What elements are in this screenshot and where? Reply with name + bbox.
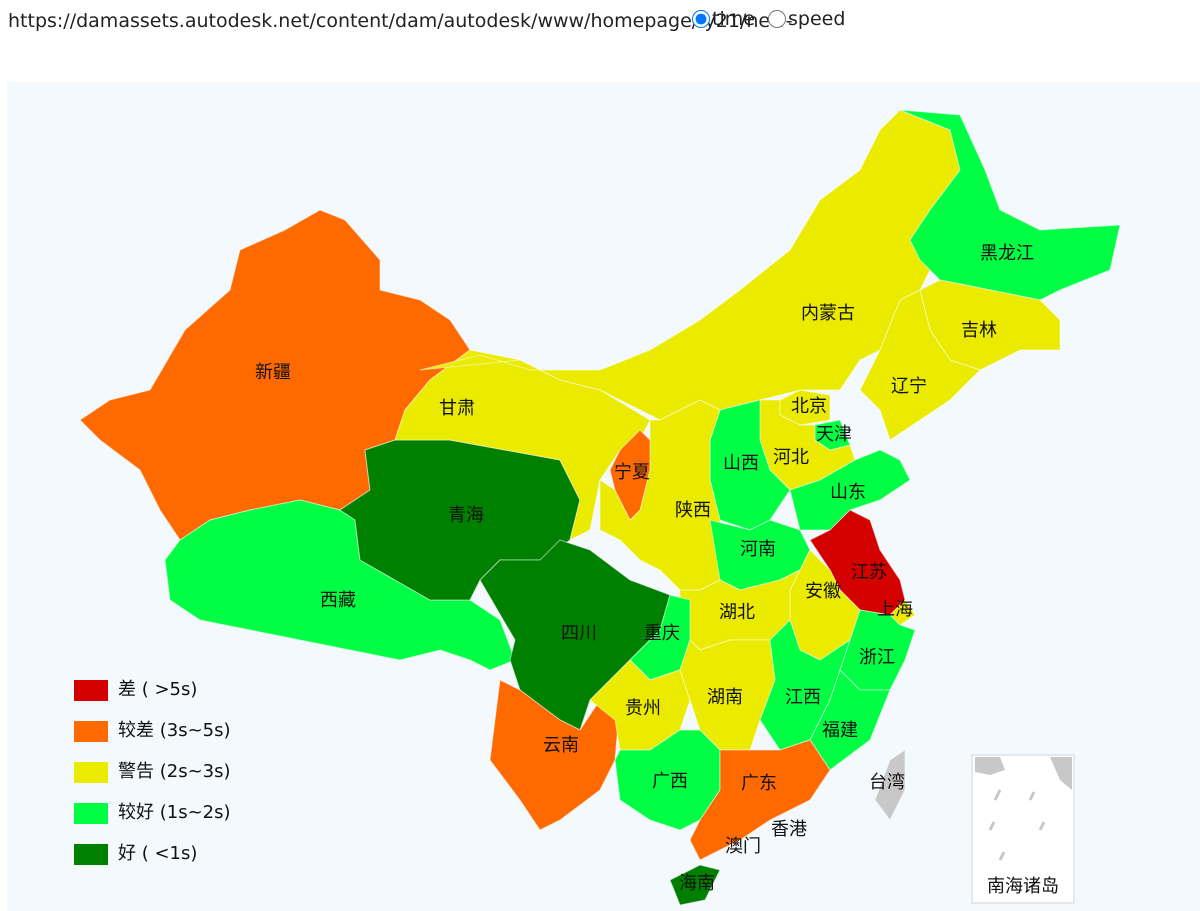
province-shape bbox=[394, 349, 651, 541]
legend-label: 差 ( >5s) bbox=[118, 679, 197, 700]
province-label: 安徽 bbox=[805, 581, 841, 602]
province-shape bbox=[814, 419, 851, 451]
province-label: 湖南 bbox=[707, 687, 743, 708]
province-shape bbox=[789, 449, 911, 531]
province-shape bbox=[609, 429, 651, 521]
radio[interactable] bbox=[768, 10, 786, 28]
province-label: 河南 bbox=[740, 539, 776, 560]
province-label: 天津 bbox=[816, 424, 852, 445]
province-label: 台湾 bbox=[869, 772, 905, 793]
legend-swatch bbox=[74, 680, 108, 701]
legend-label: 警告 (2s~3s) bbox=[118, 761, 231, 782]
province-shape bbox=[669, 864, 721, 906]
inset-label: 南海诸岛 bbox=[987, 876, 1059, 897]
inset: 南海诸岛 bbox=[971, 754, 1075, 904]
radio[interactable] bbox=[692, 10, 710, 28]
province-label: 福建 bbox=[822, 720, 858, 741]
province-label: 江苏 bbox=[851, 562, 887, 583]
legend: 差 ( >5s) 较差 (3s~5s) 警告 (2s~3s) 较好 (1s~2s) 好 … bbox=[74, 679, 231, 865]
inset-islands bbox=[988, 789, 1046, 861]
province-label: 澳门 bbox=[725, 836, 761, 857]
provinces bbox=[79, 109, 1121, 906]
province-label: 四川 bbox=[561, 623, 597, 644]
province-label: 青海 bbox=[448, 505, 484, 526]
province-label: 山西 bbox=[723, 453, 759, 474]
province-label: 黑龙江 bbox=[980, 243, 1034, 264]
province-shape bbox=[779, 389, 831, 426]
province-label: 内蒙古 bbox=[801, 303, 855, 324]
province-label: 西藏 bbox=[320, 590, 356, 611]
legend-swatch bbox=[74, 721, 108, 742]
province-label: 吉林 bbox=[961, 320, 997, 341]
legend-label: 较好 (1s~2s) bbox=[118, 802, 231, 823]
province-label: 甘肃 bbox=[439, 398, 475, 419]
province-label: 北京 bbox=[791, 396, 827, 417]
province-shape bbox=[859, 289, 981, 441]
radio-option[interactable]: time bbox=[692, 8, 755, 30]
province-label: 江西 bbox=[785, 687, 821, 708]
province-label: 湖北 bbox=[719, 602, 755, 623]
province-label: 新疆 bbox=[255, 362, 291, 383]
province-label: 上海 bbox=[877, 599, 913, 620]
province-label: 广西 bbox=[652, 771, 688, 792]
inset-land bbox=[975, 757, 1072, 790]
province-label: 陕西 bbox=[675, 500, 711, 521]
province-label: 浙江 bbox=[859, 647, 895, 668]
legend-swatch bbox=[74, 762, 108, 783]
legend-swatch bbox=[74, 803, 108, 824]
province-label: 云南 bbox=[543, 735, 579, 756]
province-label: 山东 bbox=[830, 482, 866, 503]
province-shape bbox=[689, 739, 831, 861]
url-text: https://damassets.autodesk.net/content/d… bbox=[8, 10, 793, 32]
legend-swatch bbox=[74, 844, 108, 865]
legend-label: 较差 (3s~5s) bbox=[118, 720, 231, 741]
radio-label: speed bbox=[788, 8, 846, 30]
radio-label: time bbox=[712, 8, 755, 30]
legend-label: 好 ( <1s) bbox=[118, 843, 197, 864]
province-label: 香港 bbox=[771, 819, 807, 840]
province-label: 重庆 bbox=[644, 623, 680, 644]
province-label: 海南 bbox=[679, 873, 715, 894]
province-label: 宁夏 bbox=[614, 462, 650, 483]
province-shape bbox=[874, 749, 906, 821]
province-label: 贵州 bbox=[625, 698, 661, 719]
toolbar: https://damassets.autodesk.net/content/d… bbox=[0, 0, 1200, 44]
radio-option[interactable]: speed bbox=[768, 8, 845, 30]
province-label: 广东 bbox=[741, 773, 777, 794]
province-label: 辽宁 bbox=[891, 376, 927, 397]
province-shape bbox=[489, 679, 621, 831]
province-shape bbox=[809, 669, 891, 771]
province-label: 河北 bbox=[773, 447, 809, 468]
